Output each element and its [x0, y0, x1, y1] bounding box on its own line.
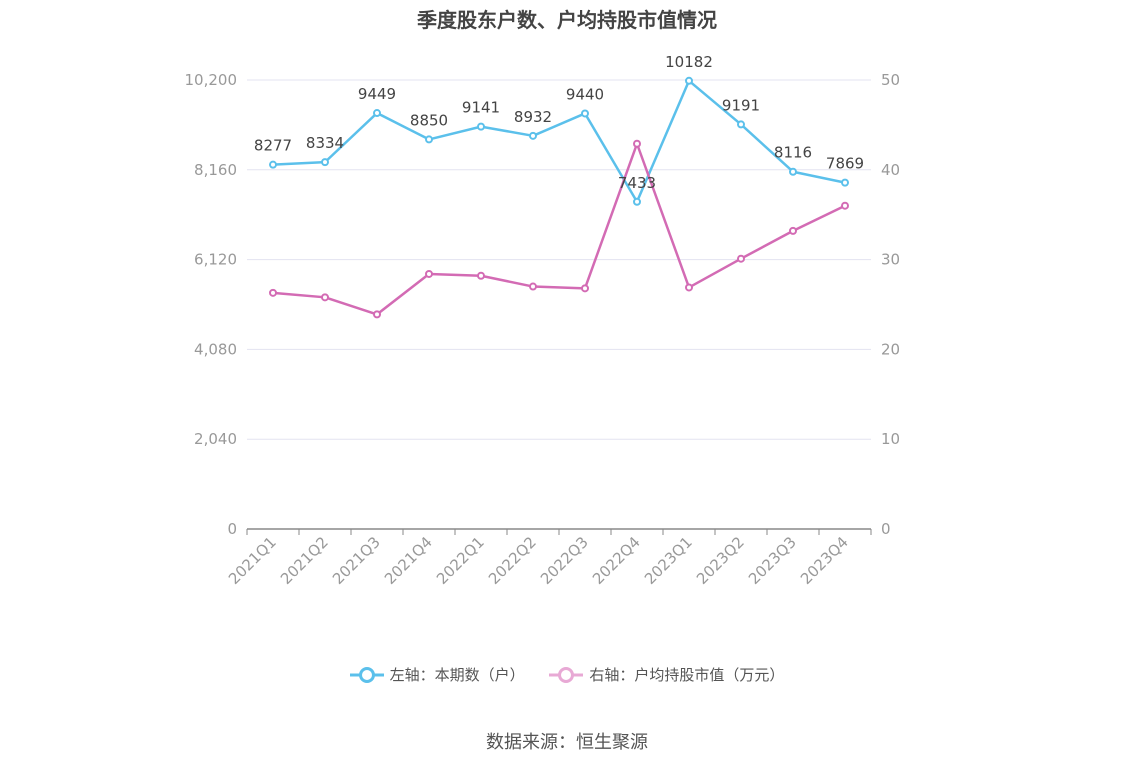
data-label: 7869 [826, 155, 864, 173]
data-label: 9449 [358, 85, 396, 103]
x-tick-label: 2021Q4 [381, 533, 436, 588]
x-tick-label: 2023Q1 [641, 533, 696, 588]
x-tick-label: 2022Q3 [537, 533, 592, 588]
data-label: 7433 [618, 174, 656, 192]
data-label: 9440 [566, 85, 604, 103]
data-point-avg-value [321, 293, 329, 302]
y-right-tick-label: 20 [881, 340, 900, 358]
x-tick-label: 2021Q3 [329, 533, 384, 588]
data-point-households [425, 135, 433, 144]
data-point-avg-value [373, 310, 381, 319]
data-point-households [841, 178, 849, 187]
y-left-tick-label: 2,040 [194, 430, 237, 448]
data-point-households [321, 158, 329, 167]
data-point-households [477, 122, 485, 131]
x-tick-label: 2022Q4 [589, 533, 644, 588]
data-point-households [633, 197, 641, 206]
data-label: 8932 [514, 108, 552, 126]
data-label: 9191 [722, 96, 760, 114]
y-left-tick-label: 0 [227, 520, 237, 538]
data-point-households [373, 109, 381, 118]
data-point-households [789, 167, 797, 176]
data-point-households [269, 160, 277, 169]
data-label: 8116 [774, 144, 812, 162]
series-line-households [272, 79, 846, 204]
y-right-tick-label: 30 [881, 251, 900, 269]
x-tick-label: 2023Q4 [797, 533, 852, 588]
data-point-households [529, 131, 537, 140]
x-tick-label: 2022Q1 [433, 533, 488, 588]
data-point-avg-value [529, 282, 537, 291]
data-label: 8277 [254, 137, 292, 155]
y-right-tick-label: 0 [881, 520, 891, 538]
data-point-avg-value [789, 226, 797, 235]
data-point-avg-value [841, 201, 849, 210]
data-point-households [581, 109, 589, 118]
x-tick-label: 2022Q2 [485, 533, 540, 588]
data-point-avg-value [477, 271, 485, 280]
legend-label-households: 左轴：本期数（户） [389, 666, 525, 684]
y-left-tick-label: 8,160 [194, 161, 237, 179]
x-tick-label: 2023Q2 [693, 533, 748, 588]
data-label: 9141 [462, 99, 500, 117]
legend-line-pink-icon [549, 666, 584, 683]
data-label: 8850 [410, 111, 448, 129]
legend-line-blue-icon [349, 666, 384, 683]
data-label: 8334 [306, 134, 344, 152]
y-right-tick-label: 40 [881, 161, 900, 179]
data-point-avg-value [633, 139, 641, 148]
y-left-tick-label: 10,200 [185, 71, 238, 89]
data-point-avg-value [737, 254, 745, 263]
data-point-avg-value [581, 284, 589, 293]
data-point-avg-value [269, 288, 277, 297]
x-tick-label: 2023Q3 [745, 533, 800, 588]
legend-item-avg-value[interactable]: 右轴：户均持股市值（万元） [549, 664, 784, 685]
chart-title: 季度股东户数、户均持股市值情况 [417, 8, 717, 32]
y-right-tick-label: 10 [881, 430, 900, 448]
legend-item-households[interactable]: 左轴：本期数（户） [349, 664, 525, 685]
y-left-tick-label: 4,080 [194, 340, 237, 358]
y-right-tick-label: 50 [881, 71, 900, 89]
data-point-households [685, 76, 693, 85]
y-left-tick-label: 6,120 [194, 251, 237, 269]
x-tick-label: 2021Q1 [225, 533, 280, 588]
data-source: 数据来源：恒生聚源 [486, 732, 648, 753]
x-tick-label: 2021Q2 [277, 533, 332, 588]
series-line-avg-value [272, 142, 846, 316]
data-point-avg-value [425, 269, 433, 278]
chart-legend: 左轴：本期数（户） 右轴：户均持股市值（万元） [0, 664, 1134, 689]
data-point-households [737, 120, 745, 129]
data-label: 10182 [665, 53, 713, 71]
data-point-avg-value [685, 283, 693, 292]
legend-label-avg-value: 右轴：户均持股市值（万元） [589, 666, 785, 684]
